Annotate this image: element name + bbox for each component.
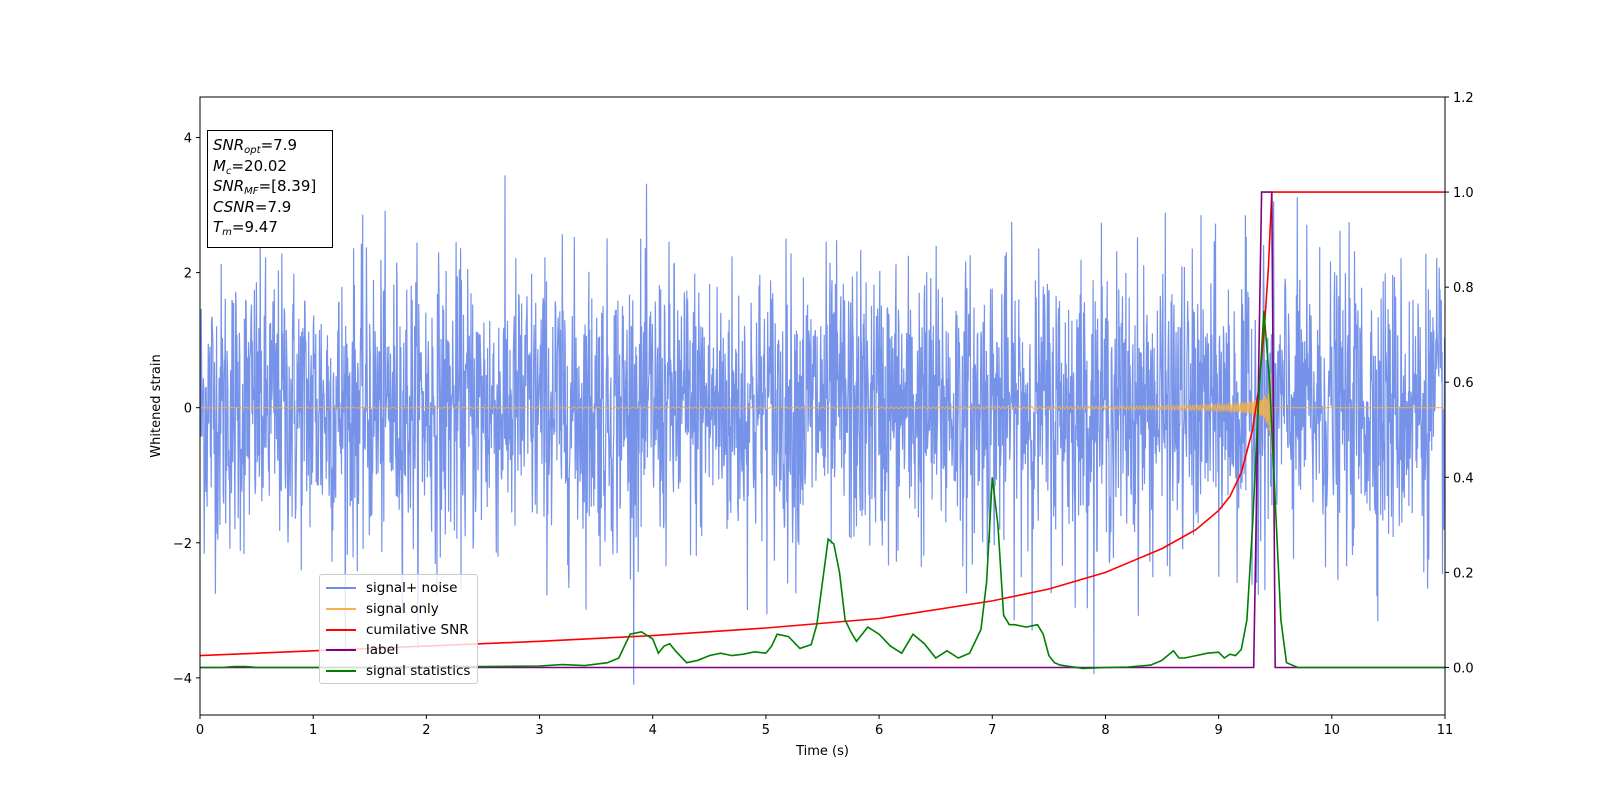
legend-swatch — [326, 649, 356, 652]
y-tick-label-left: −2 — [173, 537, 192, 552]
x-tick-label: 11 — [1437, 723, 1454, 738]
signal-only-line — [200, 372, 1445, 454]
legend-swatch — [326, 587, 356, 590]
y-tick-label-right: 1.0 — [1453, 186, 1474, 201]
legend-item-cumulative-snr: cumilative SNR — [326, 619, 477, 640]
x-axis-label: Time (s) — [795, 744, 849, 759]
legend-label: label — [366, 642, 399, 659]
y-tick-label-left: 4 — [184, 132, 192, 147]
legend-label: signal only — [366, 601, 439, 618]
x-tick-label: 6 — [875, 723, 883, 738]
legend-swatch — [326, 670, 356, 673]
x-tick-label: 5 — [762, 723, 770, 738]
signal-noise-series — [200, 175, 1445, 685]
y-tick-label-left: 0 — [184, 402, 192, 417]
x-tick-label: 10 — [1324, 723, 1341, 738]
axes-frame — [199, 96, 1446, 716]
legend-swatch — [326, 628, 356, 631]
x-tick-label: 1 — [309, 723, 317, 738]
y-tick-label-left: −4 — [173, 672, 192, 687]
legend-item-label: label — [326, 640, 477, 661]
y-axis-label: Whitened strain — [149, 354, 164, 457]
info-snr-opt: SNRopt=7.9 — [213, 136, 297, 156]
x-tick-label: 8 — [1101, 723, 1109, 738]
info-csnr: CSNR=7.9 — [213, 197, 292, 216]
tick-layer: 0 1 2 3 4 5 6 7 8 9 10 11 4 2 0 −2 −4 1.2 1.0 0.8 0.6 0.4 0.2 0… — [173, 91, 1474, 738]
info-csnr-value: =7.9 — [254, 197, 292, 216]
info-snr-mf: SNRMF=[8.39] — [213, 177, 317, 197]
y-tick-label-left: 2 — [184, 267, 192, 282]
signal-only-series — [200, 372, 1445, 454]
info-snr-opt-value: =7.9 — [260, 136, 297, 154]
x-tick-label: 0 — [196, 723, 204, 738]
x-tick-label: 4 — [649, 723, 657, 738]
info-tm: Tm=9.47 — [213, 218, 278, 238]
legend-swatch — [326, 608, 356, 611]
legend-label: signal statistics — [366, 663, 471, 680]
info-box: SNRopt=7.9 Mc=20.02 SNRMF=[8.39] CSNR=7.… — [207, 130, 333, 248]
y-tick-label-right: 0.4 — [1453, 471, 1474, 486]
info-snr-mf-value: =[8.39] — [258, 177, 317, 195]
legend-label: cumilative SNR — [366, 621, 469, 638]
legend-label: signal+ noise — [366, 580, 458, 597]
legend: signal+ noise signal only cumilative SNR… — [319, 574, 478, 684]
signal-statistics-line — [200, 310, 1445, 670]
legend-item-signal-statistics: signal statistics — [326, 661, 477, 682]
info-mc: Mc=20.02 — [213, 156, 287, 177]
y-tick-label-right: 0.8 — [1453, 281, 1474, 296]
legend-item-signal-noise: signal+ noise — [326, 578, 477, 599]
info-tm-value: =9.47 — [231, 218, 278, 236]
x-tick-label: 7 — [988, 723, 996, 738]
y-tick-label-right: 0.0 — [1453, 661, 1474, 676]
info-mc-value: =20.02 — [231, 156, 287, 175]
right-axis-series — [200, 191, 1445, 670]
legend-item-signal-only: signal only — [326, 599, 477, 620]
x-tick-label: 9 — [1214, 723, 1222, 738]
y-tick-label-right: 0.6 — [1453, 376, 1474, 391]
signal-noise-line — [200, 175, 1445, 685]
x-tick-label: 2 — [422, 723, 430, 738]
y-tick-label-right: 1.2 — [1453, 91, 1474, 106]
x-tick-label: 3 — [535, 723, 543, 738]
y-tick-label-right: 0.2 — [1453, 566, 1474, 581]
